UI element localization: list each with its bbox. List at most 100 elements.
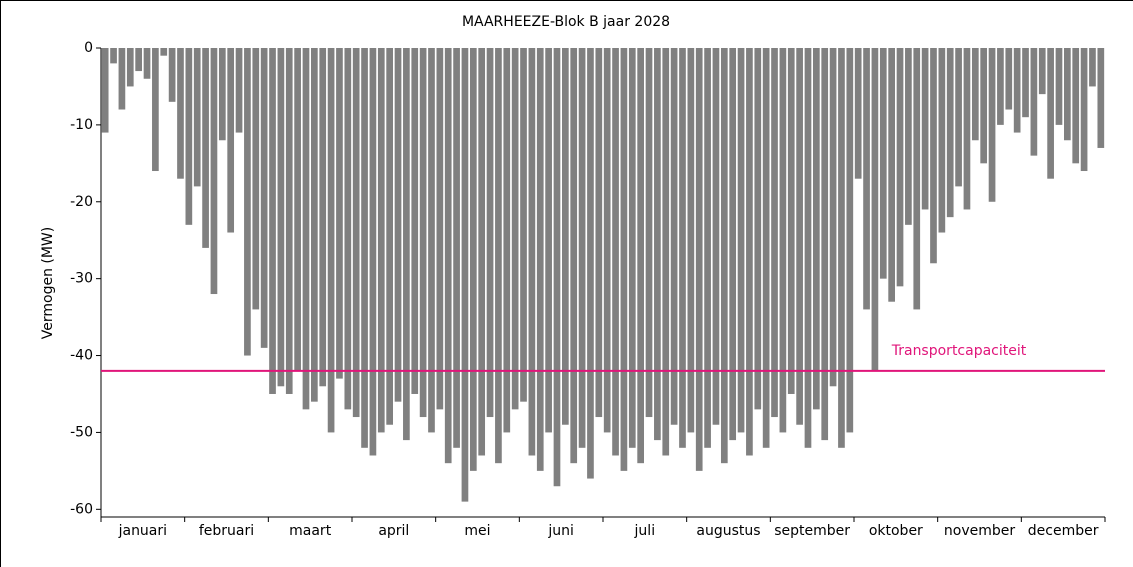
reference-label: Transportcapaciteit: [891, 343, 1027, 359]
bar: [704, 48, 711, 448]
bar: [1013, 48, 1021, 133]
bar: [244, 48, 251, 356]
bar: [854, 48, 862, 179]
bar: [687, 48, 695, 433]
bar: [628, 48, 636, 448]
bar: [988, 48, 996, 202]
bar: [369, 48, 377, 456]
bar: [269, 48, 276, 394]
bar: [177, 48, 184, 179]
bar: [796, 48, 803, 425]
bar: [946, 48, 954, 218]
bar: [930, 48, 937, 264]
bar: [311, 48, 318, 402]
y-axis-label: Vermogen (MW): [40, 227, 56, 340]
bar: [921, 48, 929, 210]
x-tick-label: augustus: [696, 523, 760, 539]
bar: [955, 48, 962, 187]
bar: [118, 48, 126, 110]
bar: [712, 48, 720, 425]
bar: [277, 48, 285, 387]
bar: [536, 48, 544, 471]
x-tick-label: juli: [634, 523, 656, 539]
bar: [779, 48, 787, 433]
y-tick-label: -50: [70, 424, 93, 440]
bar: [1089, 48, 1096, 87]
bar: [143, 48, 151, 79]
bar: [620, 48, 628, 471]
bar: [461, 48, 469, 502]
bar: [787, 48, 795, 394]
x-tick-label: november: [944, 523, 1015, 539]
bar: [1072, 48, 1080, 164]
bar: [905, 48, 912, 225]
bar: [997, 48, 1004, 125]
bar: [654, 48, 661, 441]
bar: [971, 48, 979, 141]
x-tick-label: september: [774, 523, 850, 539]
y-tick-label: -10: [70, 117, 93, 133]
bar: [110, 48, 117, 64]
bar: [578, 48, 586, 448]
bar: [235, 48, 243, 133]
bar: [771, 48, 778, 418]
bar: [821, 48, 829, 441]
bar: [135, 48, 142, 72]
y-tick-label: -40: [70, 348, 93, 364]
bar: [1005, 48, 1013, 110]
y-tick-label: -20: [70, 194, 93, 210]
x-tick-label: februari: [199, 523, 254, 539]
bar: [361, 48, 368, 448]
bar: [160, 48, 168, 56]
bar: [419, 48, 427, 418]
bar: [152, 48, 159, 172]
bar: [913, 48, 921, 310]
bar: [829, 48, 837, 387]
bar: [511, 48, 519, 410]
bar: [679, 48, 686, 448]
bar: [453, 48, 460, 448]
bar: [1080, 48, 1088, 172]
bar: [210, 48, 218, 295]
bar: [344, 48, 352, 410]
bar: [252, 48, 260, 310]
bar: [428, 48, 435, 433]
bar: [486, 48, 494, 418]
bar: [838, 48, 845, 448]
bar: [670, 48, 678, 425]
bar: [963, 48, 971, 210]
bar: [612, 48, 619, 456]
bar: [520, 48, 527, 402]
bar: [101, 48, 109, 133]
bar: [352, 48, 360, 418]
x-tick-label: december: [1028, 523, 1099, 539]
bar: [545, 48, 552, 433]
bar: [720, 48, 728, 464]
bar: [553, 48, 561, 487]
bar: [436, 48, 444, 410]
bar: [587, 48, 594, 479]
bar: [185, 48, 193, 225]
bar: [938, 48, 946, 233]
bar: [469, 48, 477, 471]
bar: [637, 48, 644, 464]
bar: [1097, 48, 1105, 148]
bar: [729, 48, 737, 441]
bar: [980, 48, 988, 164]
bar: [1030, 48, 1038, 156]
bar: [871, 48, 879, 371]
bar: [411, 48, 419, 394]
bar: [218, 48, 226, 141]
bar: [603, 48, 611, 433]
bar: [294, 48, 301, 371]
bar: [260, 48, 268, 348]
bar: [503, 48, 511, 433]
bar: [645, 48, 653, 418]
bar: [444, 48, 452, 464]
y-tick-label: 0: [84, 40, 93, 56]
bar: [1055, 48, 1063, 125]
bar: [285, 48, 293, 394]
chart-title: MAARHEEZE-Blok B jaar 2028: [462, 14, 670, 30]
bar: [336, 48, 343, 379]
x-tick-label: maart: [289, 523, 332, 539]
